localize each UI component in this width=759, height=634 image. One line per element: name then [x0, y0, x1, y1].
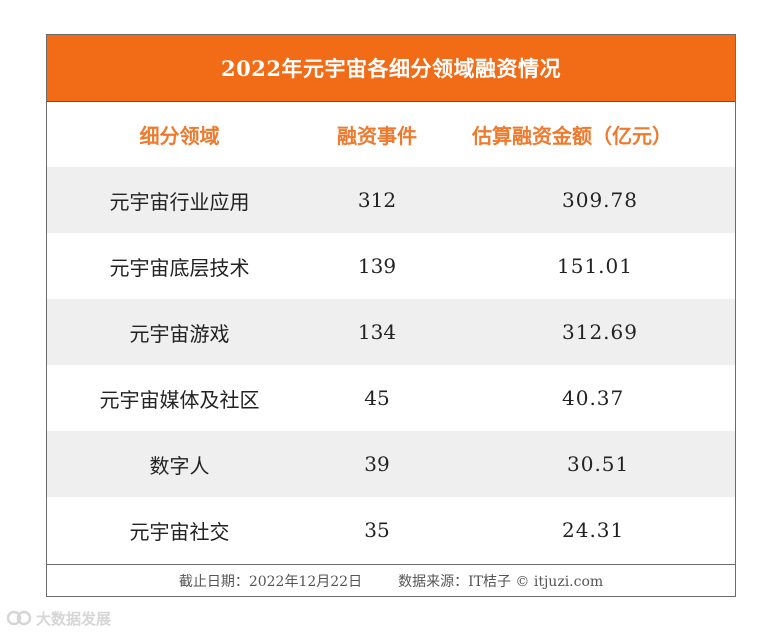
cell-segment: 元宇宙游戏: [129, 321, 230, 346]
cell-events: 312: [357, 188, 397, 212]
cell-events: 35: [364, 518, 390, 542]
table-row: 数字人 39 30.51: [47, 431, 735, 497]
cell-segment: 元宇宙社交: [129, 519, 230, 544]
cell-segment: 元宇宙底层技术: [109, 255, 250, 280]
table-footer: 截止日期：2022年12月22日 数据来源：IT桔子 © itjuzi.com: [47, 564, 735, 596]
column-header-amount: 估算融资金额（亿元）: [472, 124, 672, 148]
column-header-segment: 细分领域: [139, 124, 220, 148]
date-note: 截止日期：2022年12月22日: [178, 573, 363, 590]
table-row: 元宇宙游戏 134 312.69: [47, 299, 735, 365]
cell-amount: 312.69: [562, 320, 638, 344]
watermark-logo-icon: [6, 610, 32, 626]
cell-segment: 元宇宙媒体及社区: [99, 387, 260, 412]
table-header-row: 细分领域 融资事件 估算融资金额（亿元）: [47, 101, 735, 167]
column-header-events: 融资事件: [337, 124, 417, 148]
cell-segment: 元宇宙行业应用: [109, 189, 250, 214]
cell-amount: 24.31: [562, 518, 625, 542]
table-row: 元宇宙行业应用 312 309.78: [47, 167, 735, 233]
table-title: 2022年元宇宙各细分领域融资情况: [47, 35, 735, 101]
cell-amount: 151.01: [557, 254, 633, 278]
source-note: 数据来源：IT桔子 © itjuzi.com: [398, 573, 604, 590]
cell-segment: 数字人: [149, 453, 210, 478]
cell-events: 139: [357, 254, 397, 278]
table-row: 元宇宙社交 35 24.31: [47, 497, 735, 563]
cell-events: 45: [364, 386, 390, 410]
watermark-text: 大数据发展: [36, 609, 112, 628]
cell-amount: 309.78: [562, 188, 638, 212]
cell-amount: 30.51: [567, 452, 630, 476]
cell-events: 39: [364, 452, 390, 476]
cell-events: 134: [357, 320, 397, 344]
watermark: 大数据发展: [6, 606, 111, 630]
cell-amount: 40.37: [562, 386, 625, 410]
table-row: 元宇宙媒体及社区 45 40.37: [47, 365, 735, 431]
financing-table: 2022年元宇宙各细分领域融资情况 细分领域 融资事件 估算融资金额（亿元） 元…: [46, 34, 736, 597]
table-row: 元宇宙底层技术 139 151.01: [47, 233, 735, 299]
